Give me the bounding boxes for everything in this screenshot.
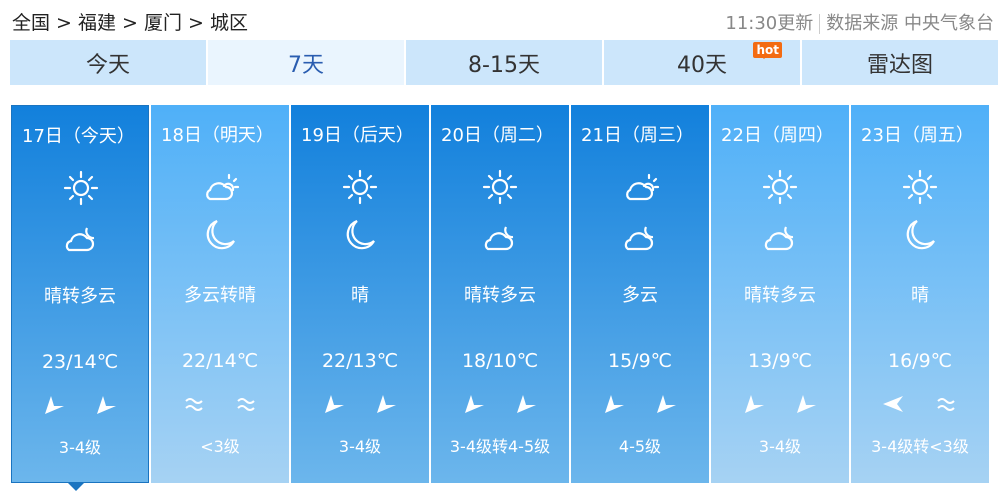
cloud-moon-icon [480,215,520,255]
day-date: 17日（今天） [22,126,135,147]
cloud-sun-icon [620,167,660,207]
wind-level: 4-5级 [618,437,662,456]
weather-desc: 晴转多云 [44,286,116,307]
temperature: 22/13℃ [321,350,399,372]
hot-badge: hot [753,42,782,59]
day-date: 19日（后天） [301,125,414,146]
forecast-day[interactable]: 19日（后天） 晴 22/13℃ 3-4级 [291,105,429,483]
wind-direction [12,394,148,416]
divider [819,14,821,34]
data-source: 数据来源 中央气象台 [826,13,994,34]
wind-level: 3-4级 [58,438,102,457]
moon-icon [200,215,240,255]
moon-icon [900,215,940,255]
sun-icon [340,167,380,207]
temperature: 18/10℃ [461,350,539,372]
cloud-sun-icon [200,167,240,207]
tab-4[interactable]: 雷达图 [802,40,998,85]
wind-direction [151,393,289,415]
weather-desc: 多云 [622,285,658,306]
wind-arrow-icon [41,394,67,416]
moon-icon [340,215,380,255]
tab-2[interactable]: 8-15天 [406,40,602,85]
wind-level: 3-4级 [758,437,802,456]
tab-0[interactable]: 今天 [10,40,206,85]
forecast-day[interactable]: 21日（周三） 多云 15/9℃ 4-5级 [571,105,709,483]
wind-direction [431,393,569,415]
cloud-moon-icon [760,215,800,255]
day-date: 20日（周二） [441,125,554,146]
wind-arrow-icon [321,393,347,415]
tab-3[interactable]: 40天 hot [604,40,800,85]
weather-desc: 多云转晴 [184,285,256,306]
weather-desc: 晴转多云 [744,285,816,306]
wind-level: <3级 [200,437,240,456]
wind-arrow-icon [793,393,819,415]
tab-label: 8-15天 [468,52,540,78]
temperature: 22/14℃ [181,350,259,372]
wind-wave-icon [233,393,259,415]
temperature: 16/9℃ [887,350,952,372]
tab-label: 今天 [85,52,130,78]
day-date: 23日（周五） [861,125,974,146]
tab-bar: 今天 7天 8-15天 40天 hot 雷达图 [10,40,998,85]
day-date: 22日（周四） [721,125,834,146]
tab-label: 7天 [288,52,324,78]
update-time: 11:30更新 [725,13,814,34]
forecast-day[interactable]: 18日（明天） 多云转晴 22/14℃ <3级 [151,105,289,483]
wind-direction [711,393,849,415]
forecast-day[interactable]: 22日（周四） 晴转多云 13/9℃ 3-4级 [711,105,849,483]
wind-arrow-left-icon [881,393,907,415]
forecast-list: 17日（今天） 晴转多云 23/14℃ 3-4级 18日（明天） 多云转晴 22… [11,105,989,491]
tab-label: 雷达图 [866,52,933,78]
temperature: 23/14℃ [41,351,119,373]
weather-desc: 晴转多云 [464,285,536,306]
wind-arrow-icon [601,393,627,415]
weather-desc: 晴 [351,285,369,306]
forecast-day[interactable]: 17日（今天） 晴转多云 23/14℃ 3-4级 [11,105,149,491]
wind-level: 3-4级转<3级 [871,437,969,456]
cloud-moon-icon [620,215,660,255]
wind-level: 3-4级转4-5级 [449,437,551,456]
tab-label: 40天 [677,52,727,78]
wind-arrow-icon [513,393,539,415]
day-date: 21日（周三） [581,125,694,146]
forecast-day[interactable]: 23日（周五） 晴 16/9℃ 3-4级转<3级 [851,105,989,483]
wind-wave-icon [933,393,959,415]
sun-icon [480,167,520,207]
cloud-moon-icon [61,216,101,256]
wind-arrow-icon [741,393,767,415]
wind-level: 3-4级 [338,437,382,456]
wind-arrow-icon [373,393,399,415]
wind-wave-icon [181,393,207,415]
update-info: 11:30更新 数据来源 中央气象台 [725,9,994,35]
wind-direction [291,393,429,415]
sun-icon [61,168,101,208]
wind-arrow-icon [461,393,487,415]
sun-icon [760,167,800,207]
breadcrumb[interactable]: 全国 > 福建 > 厦门 > 城区 [12,12,248,34]
wind-arrow-icon [653,393,679,415]
wind-direction [571,393,709,415]
temperature: 13/9℃ [747,350,812,372]
sun-icon [900,167,940,207]
day-date: 18日（明天） [161,125,274,146]
weather-desc: 晴 [911,285,929,306]
wind-arrow-icon [93,394,119,416]
forecast-day[interactable]: 20日（周二） 晴转多云 18/10℃ 3-4级转4-5级 [431,105,569,483]
tab-1[interactable]: 7天 [208,40,404,85]
temperature: 15/9℃ [607,350,672,372]
wind-direction [851,393,989,415]
